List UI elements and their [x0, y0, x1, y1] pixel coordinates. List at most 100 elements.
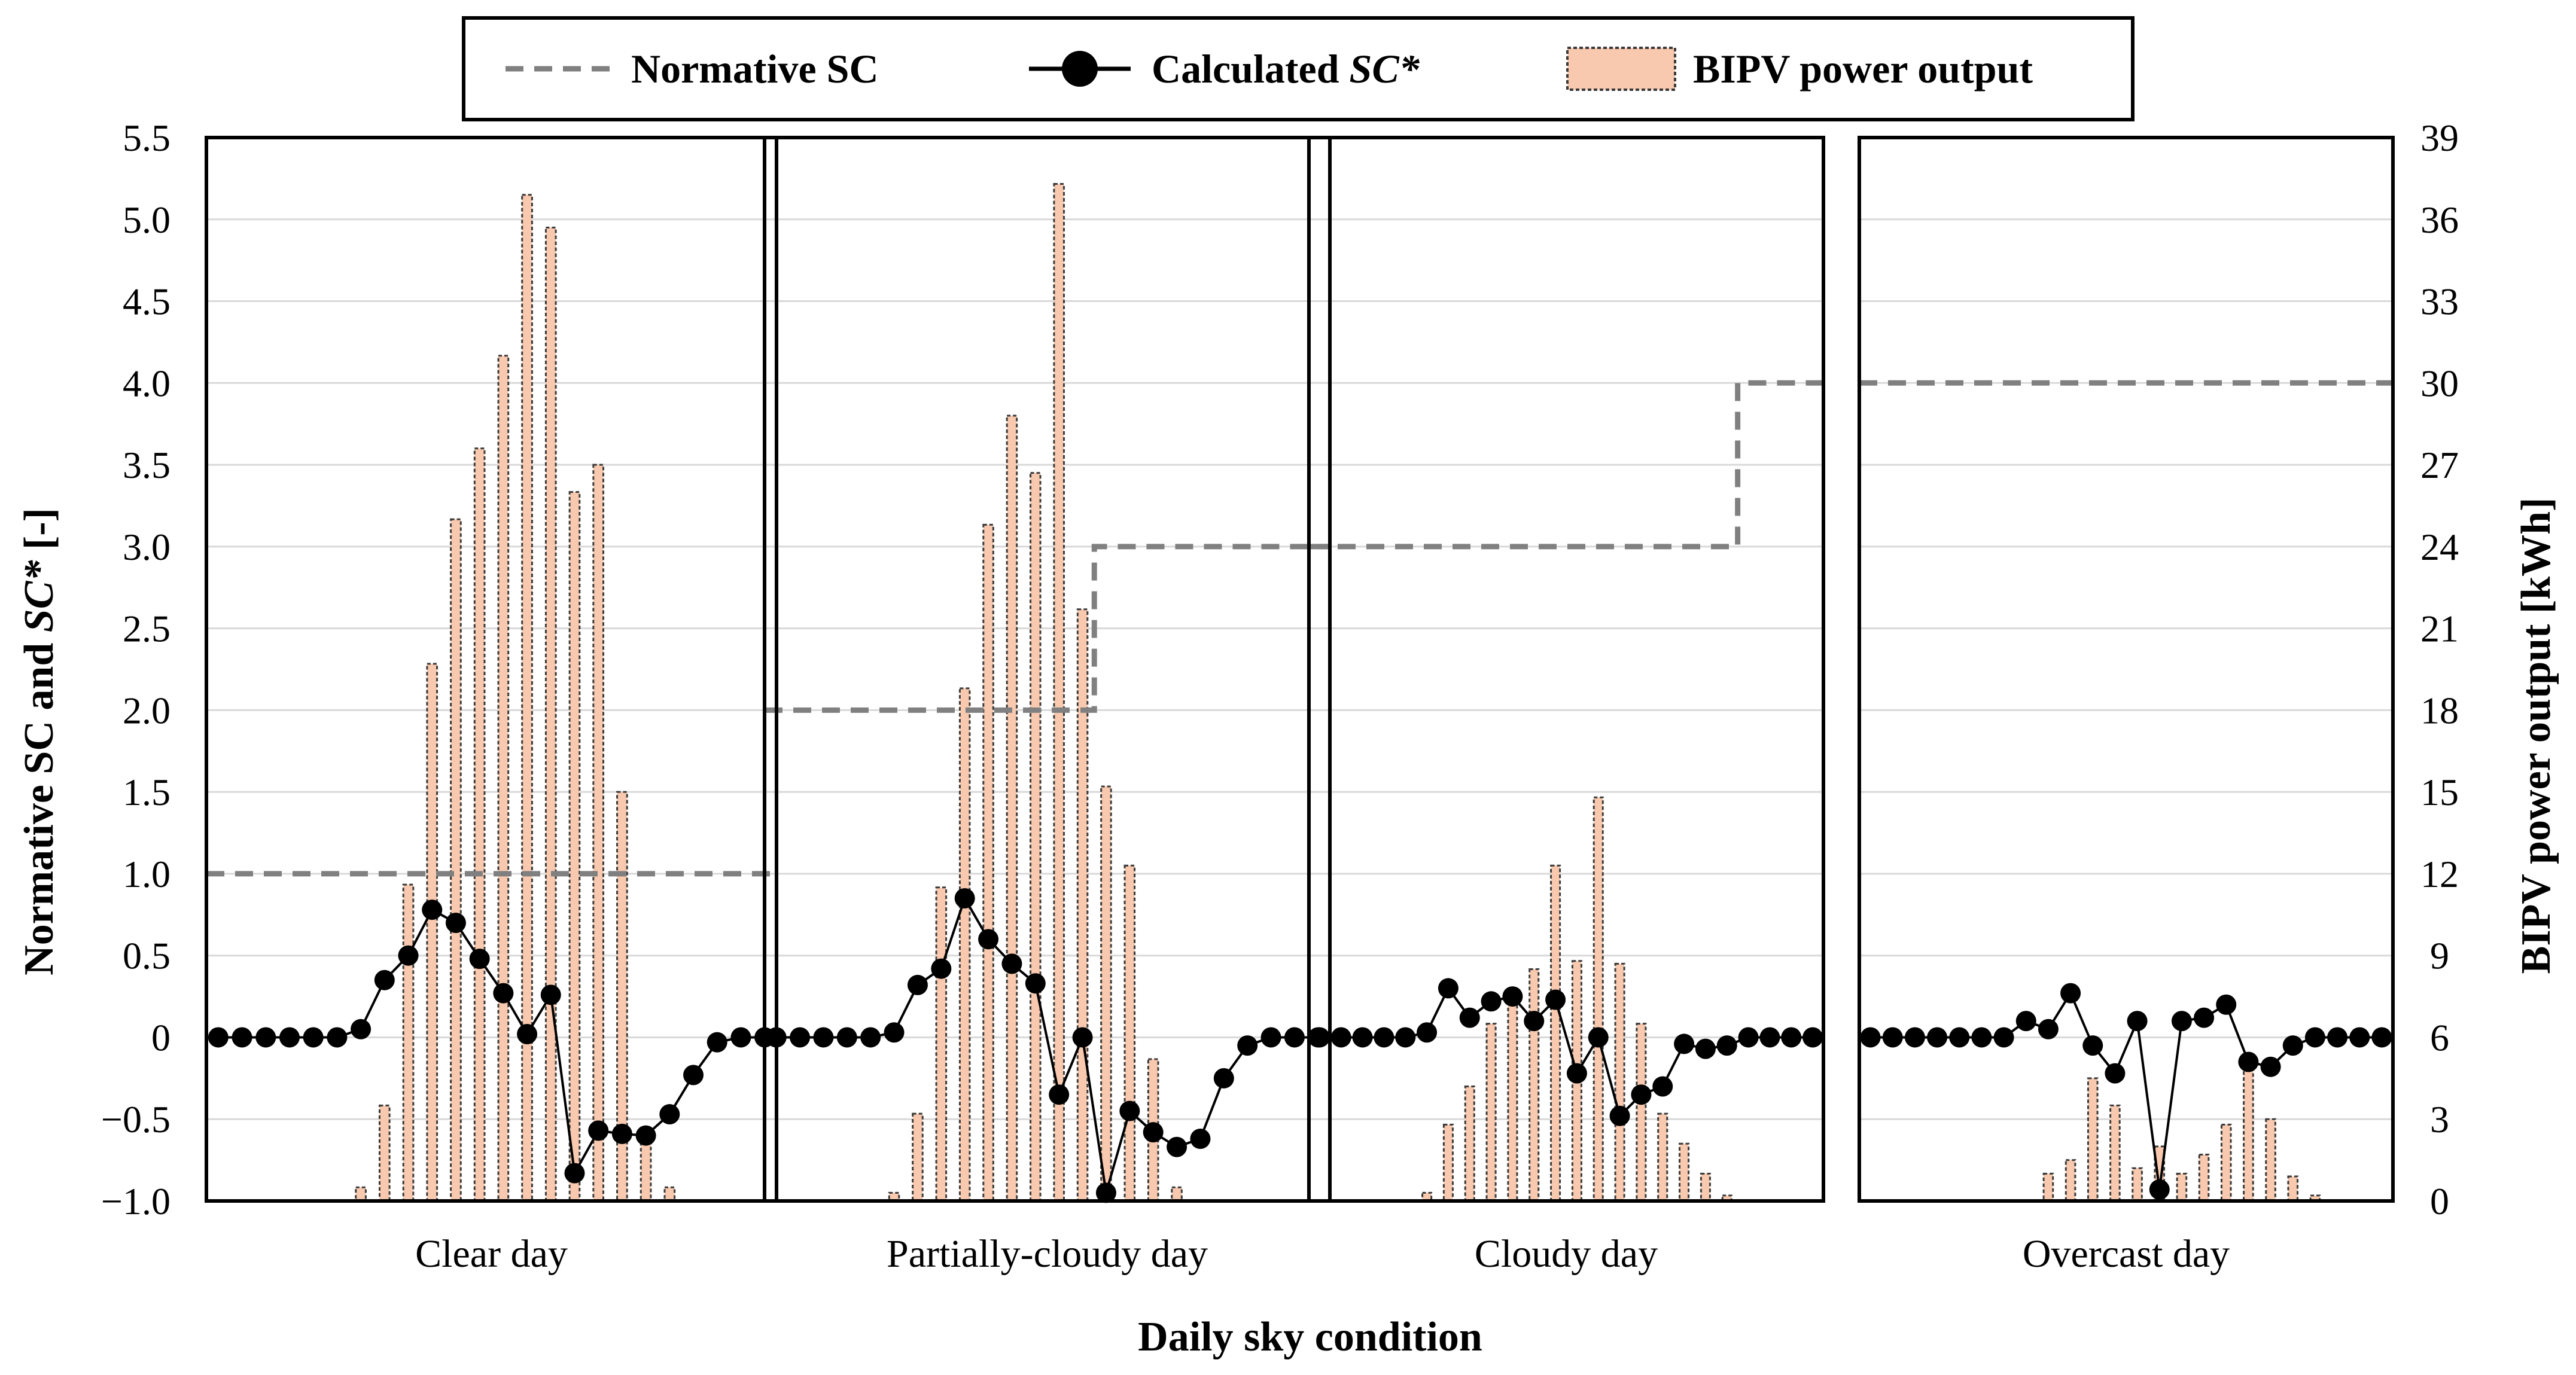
- sc-point-clear-day-h4: [303, 1027, 324, 1048]
- sc-point-partially-cloudy-day-h8: [954, 888, 975, 908]
- left-tick-12: −0.5: [101, 1098, 170, 1141]
- bar-cloudy-day-h10: [1528, 968, 1540, 1202]
- bar-partially-cloudy-day-h9: [982, 523, 994, 1202]
- bar-cloudy-day-h14: [1614, 962, 1625, 1202]
- sc-point-partially-cloudy-day-h14: [1095, 1182, 1116, 1203]
- sc-point-partially-cloudy-day-h15: [1119, 1100, 1140, 1121]
- sc-point-partially-cloudy-day-h1: [790, 1027, 811, 1048]
- sc-point-clear-day-h10: [445, 912, 466, 933]
- bar-clear-day-h6: [355, 1186, 367, 1202]
- sc-point-partially-cloudy-day-h12: [1049, 1084, 1070, 1105]
- sc-point-clear-day-h17: [611, 1123, 632, 1144]
- right-tick-9: 12: [2420, 853, 2459, 895]
- legend-normative-label: Normative SC: [631, 46, 879, 92]
- sc-point-clear-day-h11: [469, 949, 490, 969]
- sc-point-cloudy-day-h13: [1588, 1027, 1609, 1048]
- legend-calculated-label-plain: Calculated: [1152, 46, 1350, 92]
- bar-clear-day-h13: [521, 194, 533, 1202]
- bar-clear-day-h19: [663, 1186, 676, 1202]
- legend-bipv-label: BIPV power output: [1693, 46, 2033, 92]
- right-tick-7: 18: [2420, 689, 2459, 731]
- bar-clear-day-h17: [616, 791, 628, 1202]
- right-tick-11: 6: [2430, 1016, 2449, 1059]
- sc-point-partially-cloudy-day-h22: [1284, 1027, 1305, 1048]
- bar-cloudy-day-h6: [1442, 1123, 1454, 1202]
- bar-clear-day-h10: [450, 518, 462, 1202]
- sc-point-clear-day-h19: [659, 1104, 680, 1125]
- sc-point-cloudy-day-h7: [1459, 1007, 1480, 1028]
- sc-point-overcast-day-h11: [2105, 1063, 2126, 1084]
- sc-point-overcast-day-h16: [2216, 994, 2237, 1015]
- normative-sc-line-cloudy-day: [1309, 380, 1823, 550]
- bar-cloudy-day-h11: [1550, 864, 1561, 1202]
- sc-point-overcast-day-h2: [1904, 1027, 1925, 1048]
- panel-labels: Clear day Partially-cloudy day Cloudy day O…: [415, 1232, 2230, 1276]
- sc-point-overcast-day-h15: [2194, 1007, 2215, 1028]
- sc-point-partially-cloudy-day-h5: [884, 1022, 905, 1043]
- sc-point-partially-cloudy-day-h17: [1167, 1136, 1187, 1157]
- bar-overcast-day-h19: [2287, 1175, 2299, 1202]
- bar-overcast-day-h12: [2132, 1167, 2143, 1202]
- bar-cloudy-day-h15: [1636, 1023, 1647, 1202]
- bar-overcast-day-h18: [2265, 1118, 2276, 1202]
- left-tick-1: 5.0: [123, 199, 170, 241]
- bar-clear-day-h12: [497, 355, 510, 1202]
- bar-clear-day-h8: [402, 883, 415, 1202]
- bar-partially-cloudy-day-h17: [1171, 1186, 1183, 1202]
- left-tick-8: 1.5: [123, 771, 170, 813]
- sc-point-partially-cloudy-day-h19: [1213, 1068, 1234, 1089]
- normative-layer: [206, 380, 2393, 877]
- sc-point-cloudy-day-h0: [1309, 1027, 1330, 1048]
- sc-point-cloudy-day-h22: [1781, 1027, 1802, 1048]
- sc-point-overcast-day-h13: [2149, 1179, 2170, 1200]
- legend-calculated-label-italic: SC*: [1350, 46, 1420, 92]
- bar-partially-cloudy-day-h15: [1123, 864, 1136, 1202]
- bar-partially-cloudy-day-h10: [1006, 414, 1018, 1202]
- bar-partially-cloudy-day-h7: [935, 886, 948, 1202]
- sc-point-overcast-day-h18: [2260, 1056, 2281, 1077]
- right-tick-12: 3: [2430, 1098, 2449, 1141]
- bar-cloudy-day-h7: [1464, 1086, 1475, 1202]
- left-tick-5: 3.0: [123, 526, 170, 568]
- sc-line-clear-day: [218, 908, 765, 1177]
- bar-partially-cloudy-day-h8: [958, 687, 971, 1202]
- right-tick-6: 21: [2420, 608, 2459, 650]
- bar-overcast-day-h8: [2042, 1172, 2054, 1202]
- sc-point-clear-day-h16: [588, 1120, 609, 1141]
- left-tick-13: −1.0: [101, 1180, 170, 1222]
- left-tick-9: 1.0: [123, 853, 170, 895]
- bar-overcast-day-h9: [2065, 1159, 2076, 1202]
- bar-overcast-day-h17: [2243, 1063, 2254, 1202]
- right-tick-4: 27: [2420, 444, 2459, 486]
- right-tick-8: 15: [2420, 771, 2459, 813]
- sc-point-cloudy-day-h16: [1652, 1076, 1673, 1097]
- legend-bipv-swatch: [1566, 47, 1676, 91]
- sc-point-clear-day-h15: [564, 1163, 585, 1184]
- sc-line-partially-cloudy-day: [776, 895, 1319, 1193]
- sc-point-clear-day-h1: [232, 1027, 252, 1048]
- bar-partially-cloudy-day-h6: [912, 1112, 924, 1202]
- bar-clear-day-h11: [473, 447, 486, 1202]
- bar-clear-day-h15: [568, 491, 581, 1202]
- sc-point-overcast-day-h22: [2349, 1027, 2370, 1048]
- sc-point-overcast-day-h20: [2304, 1027, 2325, 1048]
- right-tick-10: 9: [2430, 935, 2449, 977]
- sc-point-clear-day-h5: [327, 1027, 348, 1048]
- bar-clear-day-h9: [426, 663, 439, 1202]
- sc-point-partially-cloudy-day-h4: [860, 1027, 881, 1048]
- sc-point-overcast-day-h9: [2060, 983, 2081, 1004]
- y-axis-left-title: Normative SC and SC* [-]: [16, 508, 62, 975]
- left-tick-4: 3.5: [123, 444, 170, 486]
- bar-partially-cloudy-day-h12: [1053, 183, 1065, 1202]
- bar-cloudy-day-h8: [1485, 1023, 1497, 1202]
- bar-clear-day-h14: [544, 226, 557, 1202]
- sc-point-partially-cloudy-day-h10: [1001, 953, 1022, 974]
- sc-point-cloudy-day-h19: [1716, 1035, 1737, 1056]
- legend-item-calculated-sc: Calculated SC*: [1029, 46, 1420, 92]
- sc-point-cloudy-day-h21: [1759, 1027, 1780, 1048]
- left-axis-ticks: 5.5 5.0 4.5 4.0 3.5 3.0 2.5 2.0 1.5 1.0 0.5 0 −0.5 −1…: [101, 117, 170, 1222]
- bar-overcast-day-h14: [2176, 1172, 2188, 1202]
- sc-point-partially-cloudy-day-h13: [1072, 1027, 1093, 1048]
- sc-point-cloudy-day-h1: [1330, 1027, 1351, 1048]
